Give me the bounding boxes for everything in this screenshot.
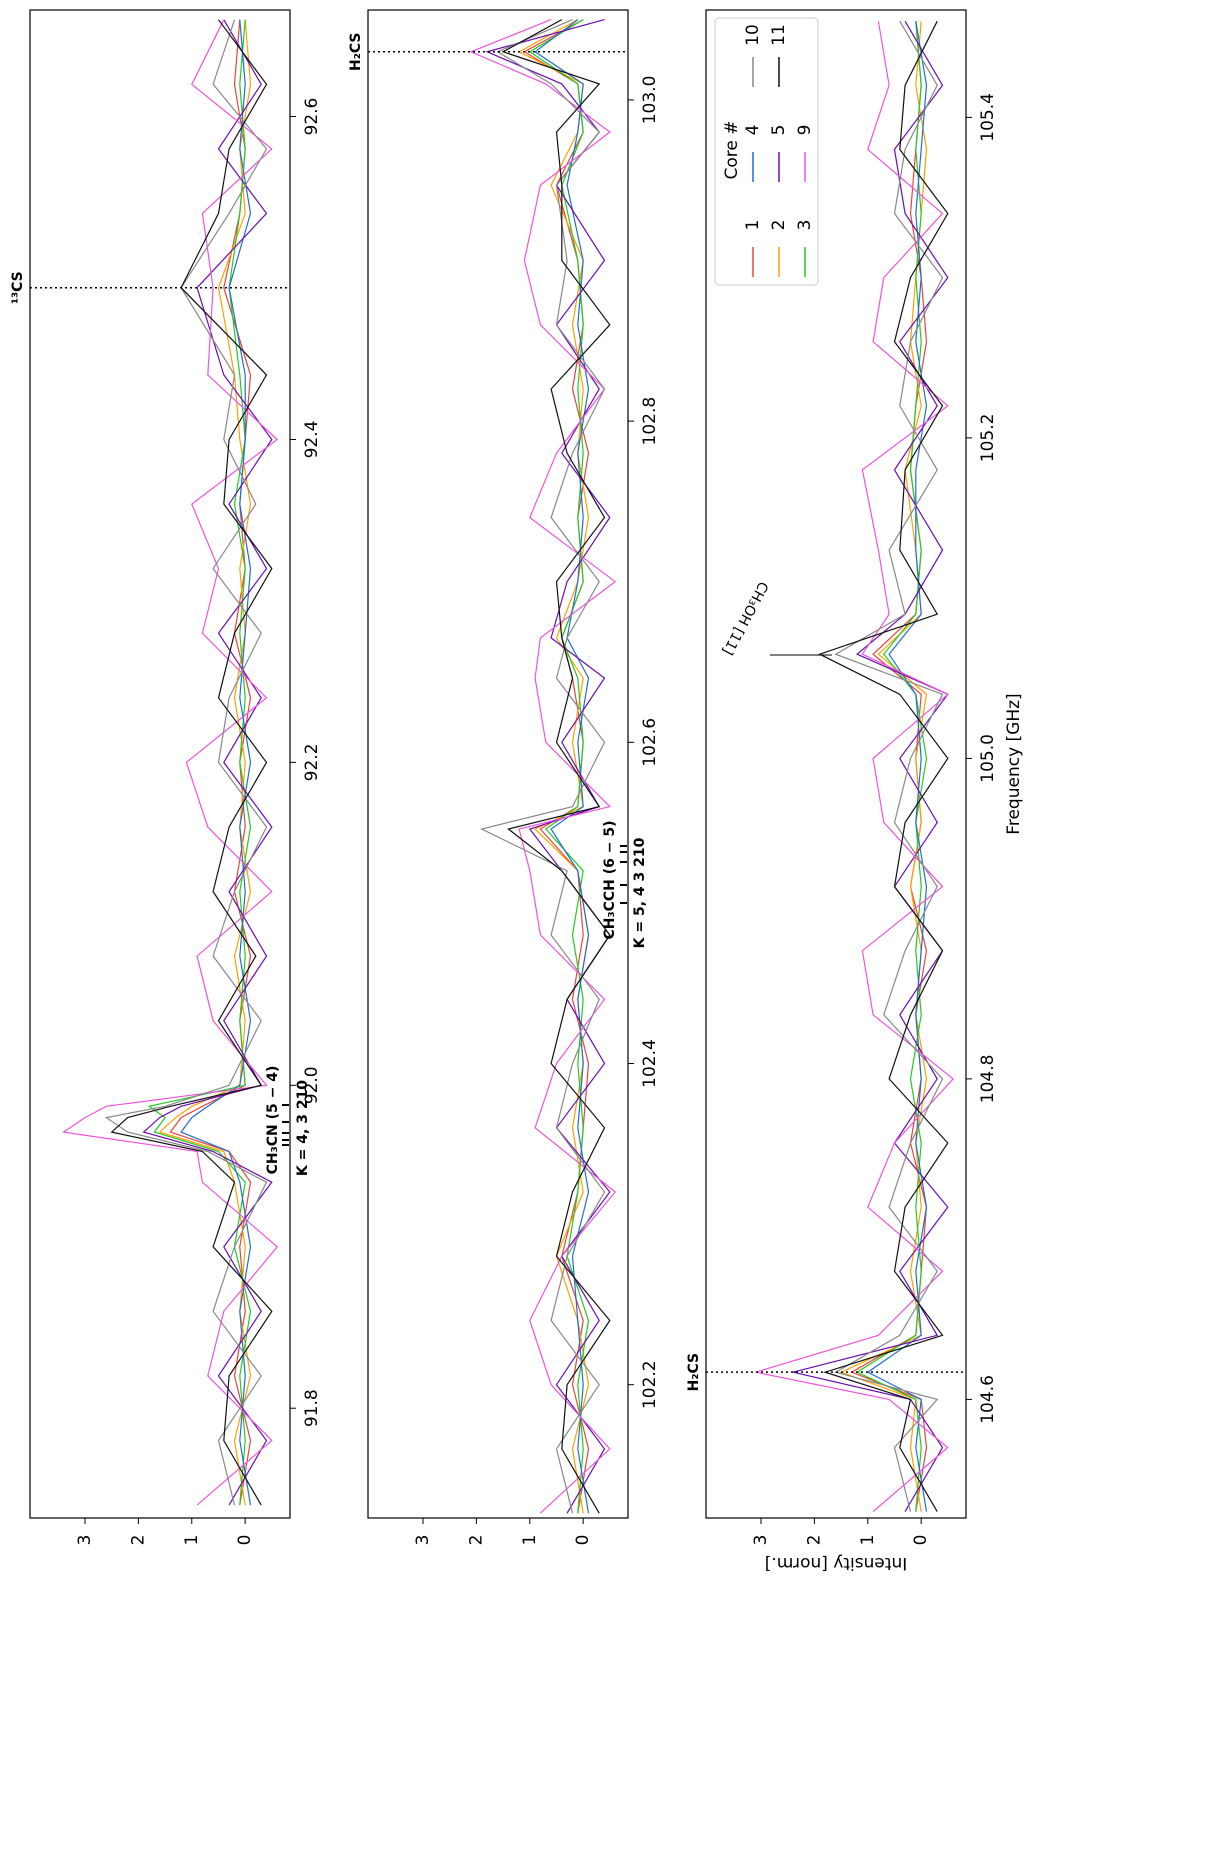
- spectrum-line: [755, 21, 955, 1513]
- spectrum-line: [180, 19, 252, 1506]
- y-tick-label: 1: [182, 1535, 202, 1546]
- plot-frame: [367, 9, 629, 1519]
- legend-box: [714, 17, 819, 286]
- plot-frame: [705, 9, 967, 1519]
- spectrum-line: [110, 19, 273, 1506]
- plot-frame: [29, 9, 291, 1519]
- spectrum-line: [61, 19, 279, 1506]
- x-tick-label: 92.6: [302, 98, 322, 136]
- annotation: K = 5, 4 3 210: [632, 837, 648, 948]
- annotation: CH₃CCH (6 − 5): [602, 820, 618, 939]
- spectrum-line: [501, 19, 611, 1514]
- y-tick-label: 3: [413, 1535, 433, 1546]
- line-marker-label: ¹³CS: [10, 271, 26, 304]
- legend-label: 1: [743, 220, 763, 231]
- line-marker-label: H₂CS: [686, 1353, 702, 1391]
- spectrum-line: [147, 19, 252, 1506]
- y-tick-label: 1: [520, 1535, 540, 1546]
- x-tick-label: 91.8: [302, 1389, 322, 1427]
- x-tick-label: 92.4: [302, 421, 322, 459]
- y-tick-label: 3: [751, 1535, 771, 1546]
- spectrum-line: [818, 20, 949, 1512]
- legend-label: 11: [769, 24, 789, 46]
- x-tick-label: 102.6: [640, 718, 660, 767]
- x-tick-label: 92.0: [302, 1066, 322, 1104]
- spectrum-line: [792, 20, 949, 1512]
- y-tick-label: 1: [858, 1535, 878, 1546]
- legend-label: 10: [743, 24, 763, 46]
- x-tick-label: 105.0: [978, 734, 998, 783]
- spectrum-line: [158, 19, 252, 1506]
- y-axis-label: Intensity [norm.]: [765, 1553, 908, 1573]
- x-tick-label: 105.4: [978, 93, 998, 142]
- y-tick-label: 2: [804, 1535, 824, 1546]
- spectrum-line: [485, 19, 611, 1514]
- spectrum-line: [142, 19, 273, 1506]
- x-tick-label: 102.4: [640, 1039, 660, 1088]
- x-axis-label: Frequency [GHz]: [1004, 693, 1024, 834]
- x-tick-label: 92.2: [302, 743, 322, 781]
- x-tick-label: 104.8: [978, 1055, 998, 1104]
- x-tick-label: 104.6: [978, 1375, 998, 1424]
- spectrum-line: [528, 19, 590, 1514]
- line-marker-label: H₂CS: [348, 33, 364, 71]
- y-tick-label: 0: [911, 1535, 931, 1546]
- x-tick-label: 103.0: [640, 76, 660, 125]
- y-tick-label: 0: [235, 1535, 255, 1546]
- spectrum-line: [104, 19, 268, 1506]
- legend-label: 5: [769, 125, 789, 136]
- annotation: CH₃CN (5 − 4): [265, 1066, 281, 1175]
- legend-label: 2: [769, 220, 789, 231]
- legend-label: 9: [795, 125, 815, 136]
- spectrum-line: [855, 21, 928, 1512]
- legend-label: 3: [795, 220, 815, 231]
- x-tick-label: 102.8: [640, 397, 660, 446]
- spectrum-line: [834, 20, 944, 1512]
- y-tick-label: 0: [573, 1535, 593, 1546]
- legend-title: Core #: [722, 121, 742, 180]
- y-tick-label: 2: [128, 1535, 148, 1546]
- y-tick-label: 3: [75, 1535, 95, 1546]
- spectrum-line: [479, 19, 606, 1514]
- x-tick-label: 105.2: [978, 414, 998, 463]
- annotation: K = 4, 3 210: [295, 1080, 311, 1176]
- legend-label: 4: [743, 125, 763, 136]
- y-tick-label: 2: [466, 1535, 486, 1546]
- x-tick-label: 102.2: [640, 1360, 660, 1409]
